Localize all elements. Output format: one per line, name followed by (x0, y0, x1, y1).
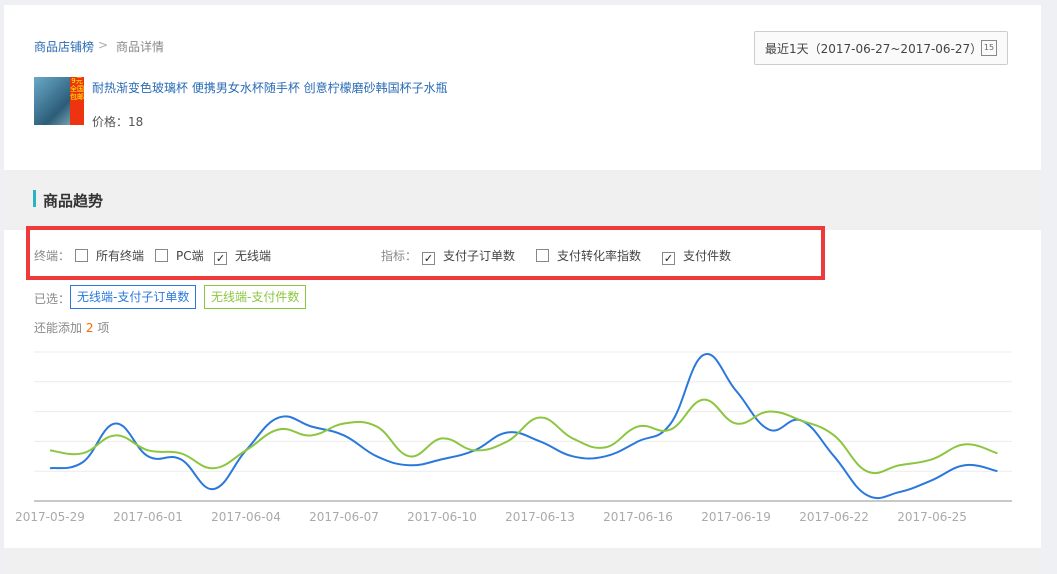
filter-option[interactable]: 所有终端 (75, 247, 144, 264)
section-marker (33, 190, 36, 207)
x-tick-label: 2017-06-13 (505, 510, 575, 524)
remaining-prefix: 还能添加 (34, 321, 83, 335)
x-tick-label: 2017-06-19 (701, 510, 771, 524)
filter-label: 指标： (381, 249, 418, 263)
remaining-suffix: 项 (97, 321, 110, 335)
x-tick-label: 2017-06-01 (113, 510, 183, 524)
filter-option[interactable]: ✓ 无线端 (214, 247, 271, 265)
option-label: PC端 (176, 249, 204, 263)
filter-option[interactable]: ✓ 支付子订单数 (422, 247, 515, 265)
selected-tag[interactable]: 无线端-支付件数 (204, 285, 307, 309)
calendar-icon: 15 (981, 40, 997, 56)
series-line (49, 353, 998, 500)
series-line (49, 398, 998, 475)
checkbox[interactable] (75, 249, 88, 262)
breadcrumb-separator: > (98, 38, 109, 52)
x-tick-label: 2017-06-10 (407, 510, 477, 524)
selected-tag[interactable]: 无线端-支付子订单数 (70, 285, 197, 309)
filter-option[interactable]: PC端 (155, 247, 204, 264)
option-label: 所有终端 (96, 249, 145, 263)
checkbox[interactable]: ✓ (214, 252, 227, 265)
product-badge: 9元全国包邮 (70, 77, 84, 125)
product-price: 价格：18 (92, 115, 144, 129)
x-tick-label: 2017-06-25 (897, 510, 967, 524)
checkbox[interactable] (155, 249, 168, 262)
x-tick-label: 2017-06-04 (211, 510, 281, 524)
date-range: 最近1天（2017-06-27~2017-06-27） (765, 42, 983, 56)
checkbox[interactable] (536, 249, 549, 262)
option-label: 支付件数 (683, 249, 732, 263)
x-tick-label: 2017-06-07 (309, 510, 379, 524)
date-picker[interactable]: 最近1天（2017-06-27~2017-06-27） 15 (754, 31, 1008, 65)
filter-label: 终端： (34, 249, 71, 263)
chart: 2017-05-29 2017-06-01 2017-06-04 2017-06-07… (15, 351, 1012, 524)
breadcrumb-current: 商品详情 (116, 40, 165, 54)
checkbox[interactable]: ✓ (662, 252, 675, 265)
section-band (4, 170, 1041, 230)
remaining-count: 2 (85, 321, 94, 335)
highlight-box (26, 226, 825, 280)
product-image: 9元全国包邮 (34, 77, 84, 125)
filter-option[interactable]: ✓ 支付件数 (662, 247, 731, 265)
x-tick-label: 2017-05-29 (15, 510, 85, 524)
option-label: 支付子订单数 (443, 249, 516, 263)
product-title[interactable]: 耐热渐变色玻璃杯 便携男女水杯随手杯 创意柠檬磨砂韩国杯子水瓶 (92, 81, 448, 95)
filter-option[interactable]: 支付转化率指数 (536, 247, 641, 264)
checkbox[interactable]: ✓ (422, 252, 435, 265)
section-band (4, 548, 1041, 574)
x-tick-label: 2017-06-16 (603, 510, 673, 524)
remaining: 还能添加 2 项 (34, 319, 109, 336)
section-title: 商品趋势 (43, 192, 104, 210)
option-label: 支付转化率指数 (557, 249, 642, 263)
breadcrumb-link[interactable]: 商品店铺榜 (34, 40, 95, 54)
option-label: 无线端 (235, 249, 272, 263)
x-tick-label: 2017-06-22 (799, 510, 869, 524)
selected-label: 已选： (34, 292, 71, 306)
